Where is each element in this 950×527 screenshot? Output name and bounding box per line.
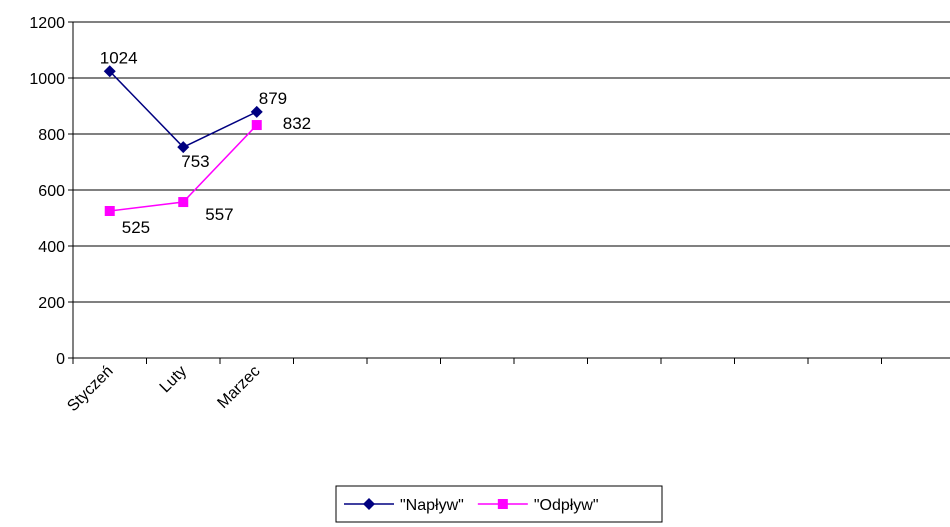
legend-marker (497, 499, 508, 509)
series-group: 1024 753 879 525 557 832 (100, 48, 311, 237)
data-point (178, 197, 189, 208)
data-label: 753 (181, 152, 209, 171)
series-2: 525 557 832 (104, 114, 311, 237)
legend-item: "Napływ" (344, 497, 464, 514)
data-point (177, 141, 190, 154)
data-label: 557 (205, 205, 233, 224)
legend-label: "Odpływ" (534, 497, 599, 514)
x-tick-label: Marzec (214, 363, 263, 412)
legend-item: "Odpływ" (477, 497, 599, 514)
series-1: 1024 753 879 (100, 48, 287, 171)
x-axis-ticks: Styczeń Luty Marzec (64, 358, 882, 415)
y-tick-label: 0 (56, 351, 65, 368)
x-tick-label: Styczeń (64, 363, 116, 415)
data-label: 525 (122, 218, 150, 237)
data-point (103, 65, 116, 78)
y-tick-label: 600 (38, 183, 65, 200)
series-line (109, 70, 258, 149)
data-label: 1024 (100, 48, 138, 67)
y-tick-label: 400 (38, 239, 65, 256)
data-point (251, 120, 262, 131)
legend-label: "Napływ" (400, 497, 464, 514)
data-point (250, 105, 263, 118)
gridlines (73, 21, 950, 303)
data-label: 832 (283, 114, 311, 133)
y-tick-label: 1000 (29, 71, 65, 88)
data-point (104, 206, 115, 216)
legend-marker (363, 498, 375, 510)
legend: "Napływ" "Odpływ" (335, 485, 663, 523)
y-tick-label: 200 (38, 295, 65, 312)
y-tick-label: 1200 (29, 15, 65, 32)
y-tick-label: 800 (38, 127, 65, 144)
x-tick-label: Luty (157, 363, 190, 396)
y-axis-ticks: 0 200 400 600 800 1000 1200 (29, 15, 73, 368)
data-label: 879 (259, 89, 287, 108)
